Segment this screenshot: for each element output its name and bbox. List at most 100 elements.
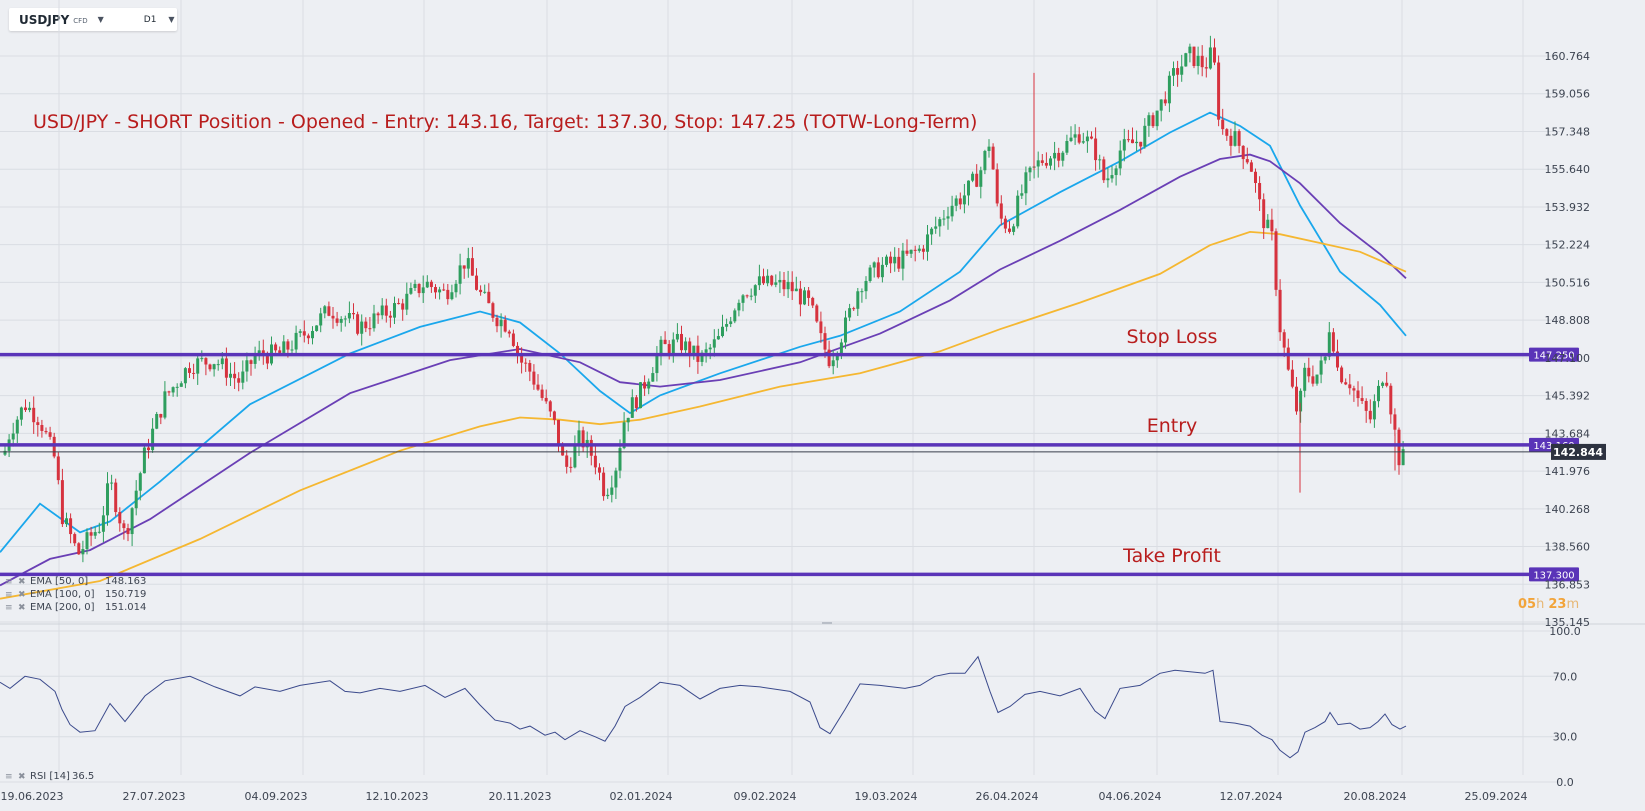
candle-down [1094,138,1098,161]
candle-up [831,360,835,367]
candle-down [1126,139,1130,141]
candle-up [864,280,868,292]
candle-down [89,532,93,536]
current-price-label: 142.844 [1553,446,1603,459]
candle-up [97,531,101,533]
candle-up [413,283,417,288]
candle-up [466,258,470,269]
candle-up [979,170,983,187]
price-tick-label: 140.268 [1545,503,1591,516]
candle-down [475,275,478,290]
candle-down [589,439,593,456]
symbol-selector[interactable]: USDJPY CFD ▼ D1 ▼ [9,8,177,31]
candle-up [1073,134,1077,138]
candle-down [762,276,765,284]
candle-up [163,391,167,418]
candle-down [552,411,556,420]
date-tick-label: 19.06.2023 [1,790,64,803]
candle-down [1385,382,1389,386]
candle-up [28,407,32,411]
candle-up [712,339,716,348]
chart-title: USD/JPY - SHORT Position - Opened - Entr… [33,111,977,133]
candle-up [1016,195,1020,227]
candle-up [1323,356,1327,361]
candle-up [893,256,897,264]
candle-down [1204,67,1208,69]
candle-up [835,353,839,361]
candle-down [1217,62,1221,120]
candle-down [663,339,667,345]
candle-up [1085,136,1089,142]
candle-up [614,470,618,488]
candle-up [138,473,142,491]
candle-up [142,447,146,474]
price-tick-label: 138.560 [1545,541,1591,554]
candle-up [241,371,245,383]
candle-up [1381,382,1385,386]
candle-down [470,258,474,276]
candle-up [844,317,847,343]
level-price-label: 137.300 [1533,570,1574,581]
candle-up [405,293,409,310]
candle-down [388,315,392,318]
candle-up [315,325,319,331]
date-tick-label: 04.06.2024 [1099,790,1162,803]
candle-up [450,292,454,300]
candle-up [659,339,663,355]
candle-up [1299,390,1303,412]
caret-down-icon[interactable]: ▼ [168,15,175,24]
candle-down [688,341,692,356]
candle-up [860,291,864,293]
candle-down [634,397,638,409]
legend-close-icon: ✖ [18,772,26,782]
candle-up [3,450,7,455]
date-tick-label: 19.03.2024 [855,790,918,803]
candle-down [827,349,831,367]
candle-down [118,512,122,524]
candle-up [733,310,737,322]
price-tick-label: 152.224 [1545,239,1591,252]
candle-up [573,444,577,468]
candle-up [343,318,347,320]
candle-down [520,353,524,363]
candle-down [921,248,925,252]
candle-down [548,401,552,412]
candle-down [44,430,48,433]
caret-down-icon[interactable]: ▼ [97,15,104,24]
candle-down [528,362,532,372]
candle-up [626,417,630,423]
candle-up [409,287,413,294]
candle-down [1090,136,1093,139]
price-tick-label: 157.348 [1545,125,1591,138]
candle-down [790,281,794,292]
candle-up [942,218,946,220]
candle-down [557,419,560,447]
candle-up [1110,175,1114,179]
candle-up [93,532,97,536]
timeframe-selector[interactable]: D1 [143,14,157,25]
candle-down [356,314,360,334]
candle-down [384,305,388,316]
indicator-legend[interactable]: ≡ ✖ EMA [50, 0] 148.163 ≡ ✖ EMA [100, 0] 150.71… [5,576,146,782]
candle-down [1397,429,1401,466]
candle-up [311,330,314,339]
ema-200-line [0,230,1407,600]
candle-up [1188,46,1192,54]
candle-up [983,150,987,171]
candle-down [24,407,27,411]
candle-up [839,342,843,354]
candle-up [917,248,921,251]
candle-down [352,313,355,315]
candle-up [339,318,343,323]
candle-up [749,295,753,297]
candle-down [1340,367,1344,383]
candle-down [1274,231,1278,290]
candle-down [598,467,601,473]
candle-up [393,303,396,318]
rsi-tick-label: 100.0 [1549,625,1581,638]
candle-down [889,256,893,264]
candle-down [565,455,569,467]
candle-up [19,407,23,420]
